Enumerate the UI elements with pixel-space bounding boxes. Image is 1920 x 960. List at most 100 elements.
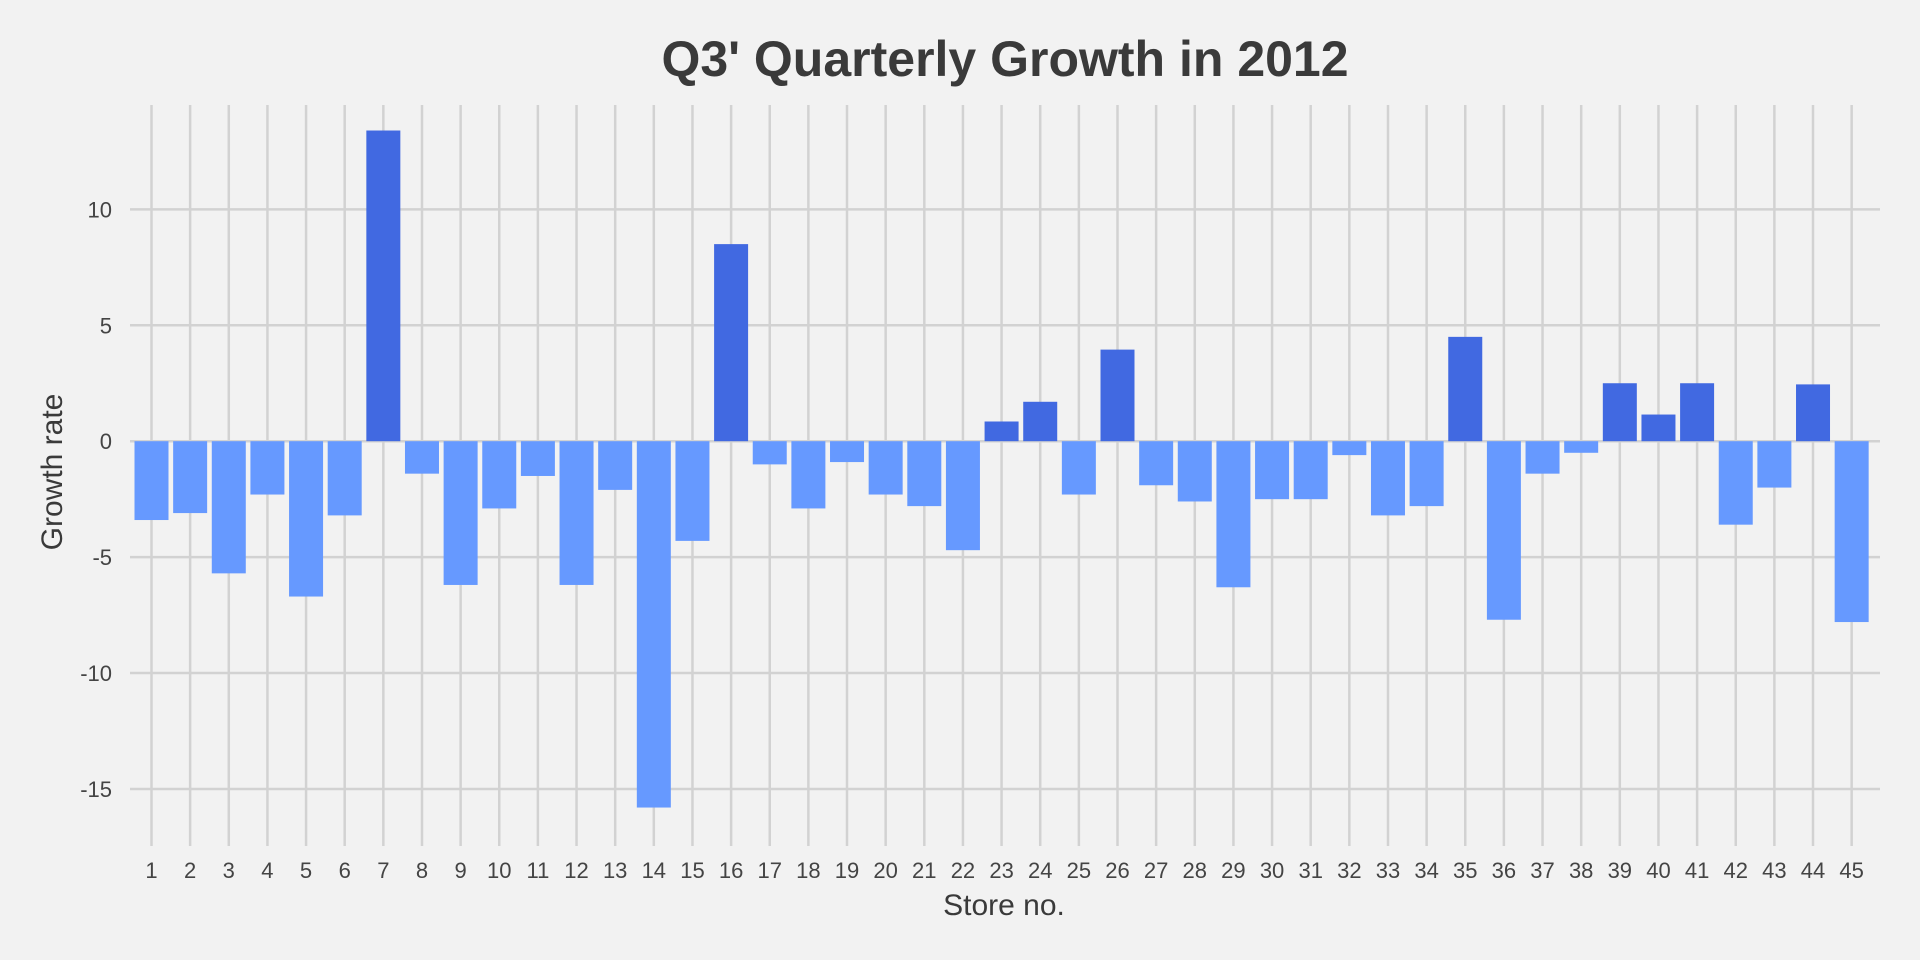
- x-tick-label: 11: [526, 858, 549, 883]
- x-tick-label: 43: [1762, 858, 1786, 883]
- x-tick-label: 20: [873, 858, 897, 883]
- x-tick-label: 3: [223, 858, 235, 883]
- y-tick-label: 0: [100, 429, 112, 454]
- bar: [211, 441, 246, 574]
- bar: [1796, 384, 1831, 442]
- x-tick-label: 31: [1298, 858, 1322, 883]
- x-tick-label: 12: [564, 858, 588, 883]
- x-tick-label: 21: [912, 858, 936, 883]
- y-tick-label: -10: [80, 661, 112, 686]
- bar: [945, 441, 980, 551]
- x-tick-label: 35: [1453, 858, 1477, 883]
- y-tick-label: 10: [88, 197, 112, 222]
- bar: [1486, 441, 1521, 620]
- bar: [1023, 401, 1058, 442]
- chart-title: Q3' Quarterly Growth in 2012: [661, 31, 1348, 87]
- x-tick-label: 7: [377, 858, 389, 883]
- y-axis-label: Growth rate: [36, 394, 69, 551]
- bar: [675, 441, 710, 541]
- bar: [1641, 414, 1676, 442]
- x-tick-label: 2: [184, 858, 196, 883]
- x-tick-label: 24: [1028, 858, 1052, 883]
- bar: [714, 244, 749, 442]
- x-tick-label: 17: [757, 858, 781, 883]
- bar: [1255, 441, 1290, 500]
- x-tick-label: 5: [300, 858, 312, 883]
- y-tick-label: -5: [92, 545, 112, 570]
- bar: [250, 441, 285, 495]
- bar: [1177, 441, 1212, 502]
- bar: [1216, 441, 1251, 588]
- bar: [1718, 441, 1753, 525]
- x-tick-label: 13: [603, 858, 627, 883]
- bar: [404, 441, 439, 474]
- bar: [134, 441, 169, 521]
- x-tick-label: 10: [487, 858, 511, 883]
- x-axis-ticks: 1 2 3 4 5 6 7 8 9 10 11 12 13 14 15 16 17 18 19 20 21 22 23 24 2…: [145, 840, 1864, 883]
- x-tick-label: 9: [454, 858, 466, 883]
- bars: [134, 130, 1869, 808]
- bar: [327, 441, 362, 516]
- x-tick-label: 16: [719, 858, 743, 883]
- x-tick-label: 18: [796, 858, 820, 883]
- x-tick-label: 6: [339, 858, 351, 883]
- bar: [868, 441, 903, 495]
- bar: [482, 441, 517, 509]
- x-tick-label: 40: [1646, 858, 1670, 883]
- y-tick-label: 5: [100, 313, 112, 338]
- bar: [1757, 441, 1792, 488]
- x-tick-label: 32: [1337, 858, 1361, 883]
- x-tick-label: 45: [1839, 858, 1863, 883]
- bar: [443, 441, 478, 585]
- x-tick-label: 34: [1414, 858, 1438, 883]
- bar: [173, 441, 208, 514]
- x-tick-label: 14: [642, 858, 666, 883]
- x-tick-label: 33: [1376, 858, 1400, 883]
- x-tick-label: 36: [1492, 858, 1516, 883]
- bar: [752, 441, 787, 465]
- bar: [289, 441, 324, 597]
- x-tick-label: 23: [989, 858, 1013, 883]
- x-tick-label: 44: [1801, 858, 1825, 883]
- bar: [1680, 383, 1715, 442]
- bar: [907, 441, 942, 507]
- x-tick-label: 29: [1221, 858, 1245, 883]
- bar: [1409, 441, 1444, 507]
- bar: [520, 441, 555, 476]
- x-tick-label: 8: [416, 858, 428, 883]
- bar: [636, 441, 671, 808]
- bar: [1293, 441, 1328, 500]
- x-tick-label: 26: [1105, 858, 1129, 883]
- x-tick-label: 42: [1723, 858, 1747, 883]
- bar: [1834, 441, 1869, 623]
- x-tick-label: 19: [835, 858, 859, 883]
- bar: [1332, 441, 1367, 456]
- x-tick-label: 41: [1685, 858, 1709, 883]
- bar: [366, 130, 401, 442]
- bar: [1061, 441, 1096, 495]
- y-tick-label: -15: [80, 777, 112, 802]
- x-tick-label: 1: [145, 858, 157, 883]
- x-tick-label: 15: [680, 858, 704, 883]
- bar: [1139, 441, 1174, 486]
- bar: [984, 421, 1019, 442]
- x-tick-label: 22: [951, 858, 975, 883]
- x-tick-label: 28: [1183, 858, 1207, 883]
- bar: [1525, 441, 1560, 474]
- x-tick-label: 25: [1067, 858, 1091, 883]
- bar: [791, 441, 826, 509]
- bar: [1448, 336, 1483, 442]
- bar: [1370, 441, 1405, 516]
- x-tick-label: 4: [261, 858, 273, 883]
- bar: [1564, 441, 1599, 453]
- x-tick-label: 30: [1260, 858, 1284, 883]
- bar: [598, 441, 633, 490]
- x-tick-label: 38: [1569, 858, 1593, 883]
- bar: [1100, 349, 1135, 442]
- x-tick-label: 37: [1530, 858, 1554, 883]
- y-axis-ticks: -15 -10 -5 0 5 10: [80, 197, 112, 802]
- bar: [830, 441, 865, 463]
- x-tick-label: 27: [1144, 858, 1168, 883]
- bar: [1602, 383, 1637, 442]
